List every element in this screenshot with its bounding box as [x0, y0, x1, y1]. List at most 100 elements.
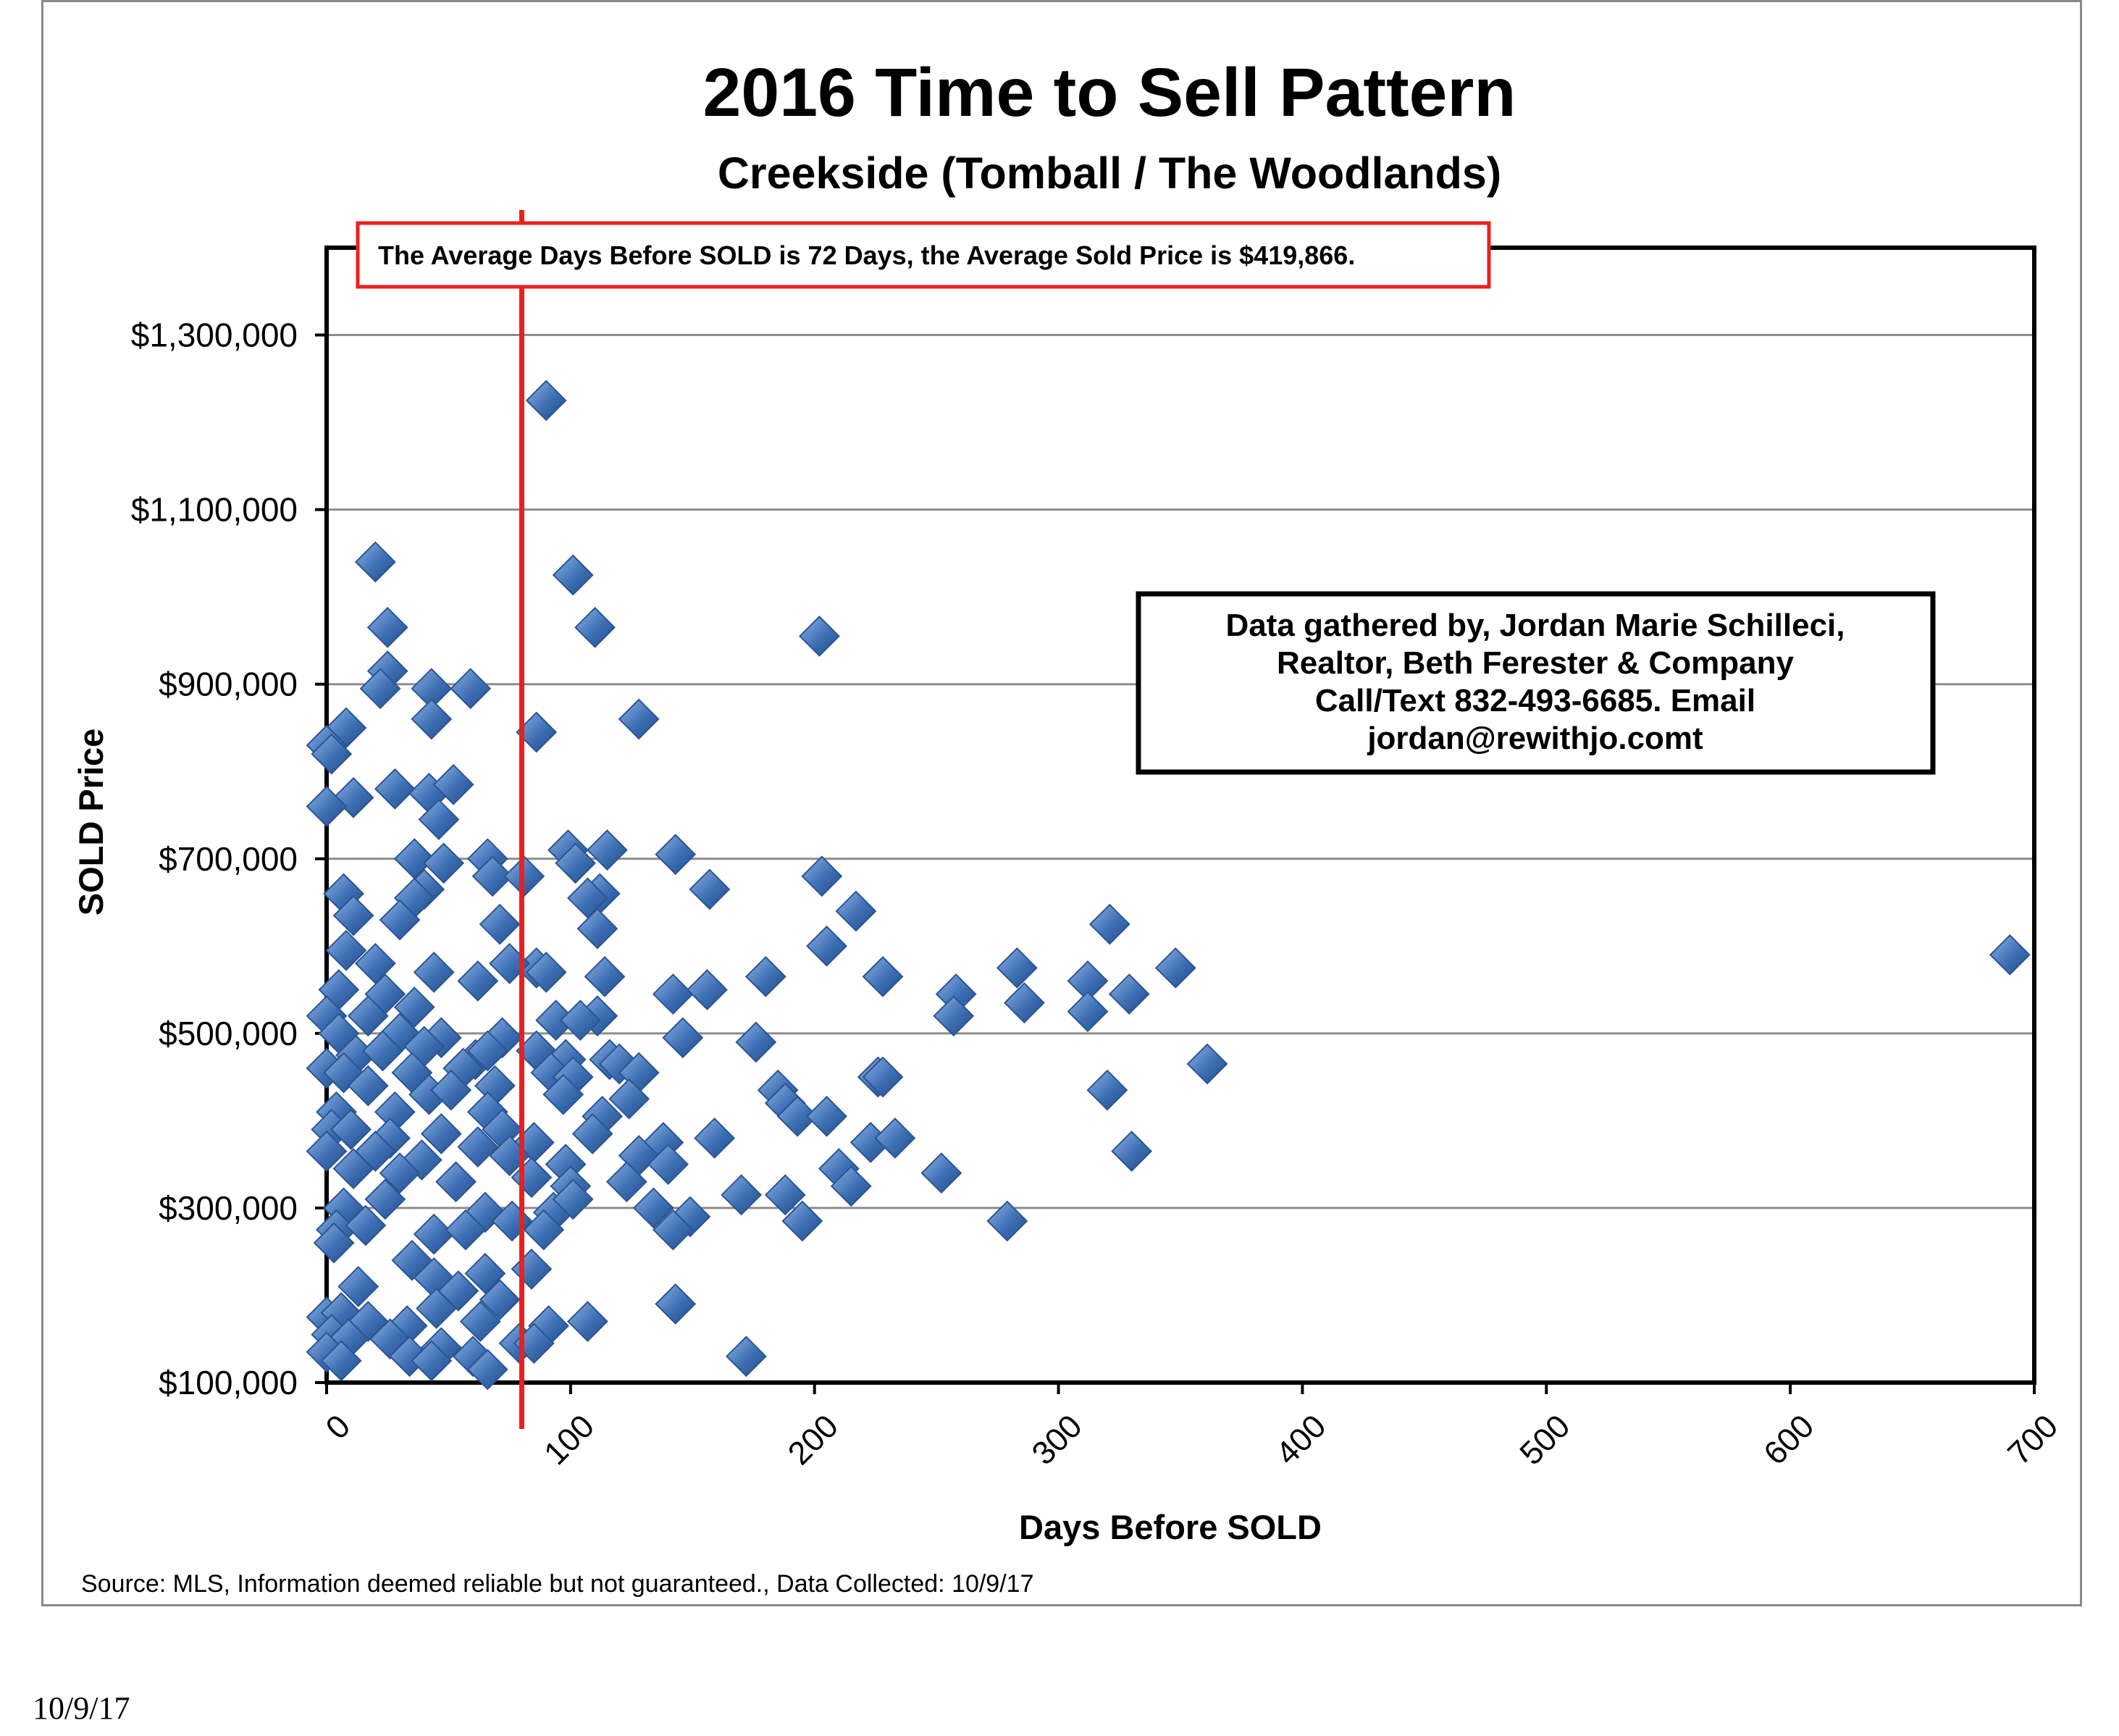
data-point	[311, 733, 353, 775]
data-point	[471, 855, 513, 897]
data-point	[920, 1152, 962, 1194]
data-point	[559, 999, 601, 1041]
credit-line-4: jordan@rewithjo.comt	[1367, 721, 1703, 756]
source-note: Source: MLS, Information deemed reliable…	[81, 1570, 1033, 1598]
data-point	[330, 1109, 372, 1150]
data-point	[647, 1144, 689, 1186]
y-tick-label: $500,000	[159, 1015, 298, 1052]
data-point	[457, 1126, 499, 1167]
data-point	[662, 1017, 704, 1059]
data-point	[1086, 1069, 1128, 1111]
data-point	[320, 1340, 362, 1382]
data-point	[306, 1131, 348, 1172]
data-point	[996, 947, 1038, 989]
data-point	[466, 1349, 508, 1391]
data-point	[430, 1069, 472, 1111]
data-point	[986, 1200, 1028, 1242]
data-point	[420, 1113, 462, 1154]
data-point	[347, 995, 389, 1037]
data-point	[413, 952, 455, 993]
data-point	[1154, 947, 1196, 989]
data-point	[830, 1165, 872, 1207]
data-point	[618, 698, 660, 740]
data-point	[374, 768, 416, 810]
credit-line-2: Realtor, Beth Ferester & Company	[1277, 645, 1794, 681]
data-point	[347, 1065, 389, 1107]
data-point	[364, 1178, 406, 1220]
data-point	[552, 554, 594, 596]
data-point	[445, 1209, 487, 1251]
credit-box	[1136, 591, 1936, 775]
data-point	[552, 1178, 594, 1220]
y-tick-label: $1,100,000	[131, 491, 298, 529]
x-tick-label: 0	[318, 1407, 357, 1446]
y-tick-label: $300,000	[159, 1189, 298, 1227]
data-point	[379, 1152, 421, 1194]
data-point	[413, 1213, 455, 1255]
data-point	[632, 1187, 674, 1229]
data-point	[689, 868, 731, 910]
data-point	[466, 1030, 508, 1072]
data-point	[313, 1222, 355, 1264]
data-point	[862, 956, 904, 997]
data-point	[586, 829, 628, 871]
x-tick-label: 600	[1756, 1407, 1821, 1472]
x-tick-label: 300	[1025, 1407, 1089, 1472]
data-point	[332, 1148, 374, 1190]
annotation-box	[356, 221, 1491, 289]
data-point	[325, 929, 367, 971]
data-point	[776, 1095, 818, 1137]
data-point	[933, 995, 975, 1037]
data-point	[411, 1340, 453, 1382]
data-point	[1067, 991, 1109, 1033]
data-point	[764, 1174, 806, 1216]
data-point	[576, 907, 618, 949]
data-point	[574, 606, 616, 648]
data-point	[571, 1113, 613, 1154]
data-point	[450, 668, 492, 710]
data-point	[332, 894, 374, 936]
data-point	[806, 925, 847, 967]
credit-line-3: Call/Text 832-493-6685. Email	[1315, 683, 1755, 718]
data-point	[459, 1301, 501, 1343]
data-point	[542, 1073, 584, 1115]
x-axis-ticks: 0 100 200 300 400 500 600 700	[318, 1383, 2065, 1472]
data-point	[555, 842, 597, 884]
data-point	[799, 615, 840, 657]
data-point	[379, 899, 421, 941]
data-point	[418, 799, 460, 840]
data-point	[801, 855, 843, 897]
data-point	[1989, 934, 2031, 976]
data-point	[655, 834, 697, 876]
data-point	[744, 956, 786, 997]
x-tick-label: 200	[781, 1407, 845, 1472]
data-point	[694, 1118, 736, 1159]
data-point	[687, 969, 728, 1010]
data-point	[393, 986, 435, 1028]
data-point	[874, 1118, 916, 1159]
data-point	[523, 1209, 565, 1251]
data-point	[411, 698, 453, 740]
x-tick-label: 400	[1269, 1407, 1333, 1472]
chart-title: 2016 Time to Sell Pattern	[703, 54, 1516, 131]
data-point	[1003, 982, 1045, 1024]
y-axis-ticks: $100,000 $300,000 $500,000 $700,000 $900,000…	[131, 316, 327, 1401]
data-point	[725, 1335, 767, 1378]
data-point	[479, 1279, 521, 1320]
y-axis-label: SOLD Price	[72, 729, 110, 916]
data-point	[806, 1095, 847, 1137]
data-point	[584, 956, 626, 997]
plot-border	[324, 246, 2036, 1385]
data-point	[1108, 973, 1150, 1015]
data-point	[525, 380, 567, 422]
data-point	[362, 1030, 403, 1072]
data-point	[525, 952, 567, 993]
data-point	[781, 1200, 823, 1242]
data-point	[1088, 903, 1130, 945]
y-tick-label: $700,000	[159, 840, 298, 878]
footer-date: 10/9/17	[33, 1690, 130, 1726]
data-point	[464, 1252, 506, 1294]
data-point	[735, 1021, 777, 1063]
annotation-text: The Average Days Before SOLD is 72 Days,…	[378, 240, 1355, 270]
